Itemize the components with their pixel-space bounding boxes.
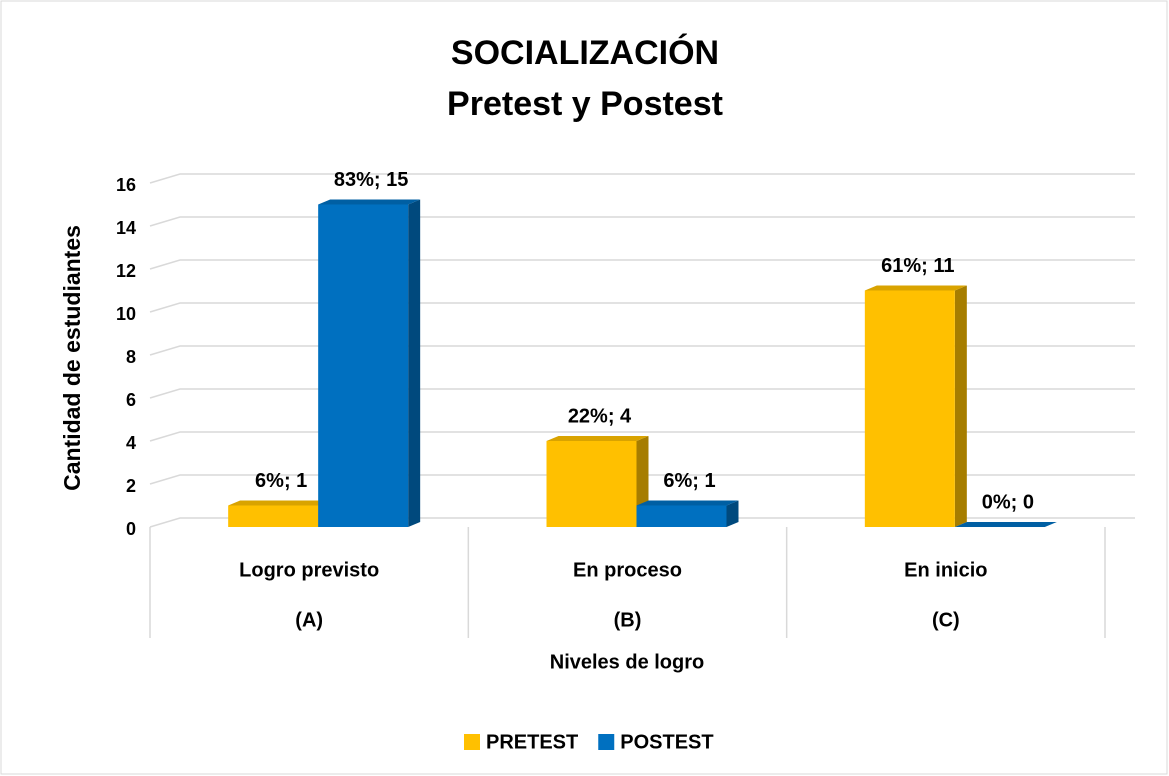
x-tick-label: En proceso [573, 559, 682, 581]
y-axis-label: Cantidad de estudiantes [59, 225, 85, 491]
x-tick-label: En inicio [904, 559, 987, 581]
legend-label: POSTEST [620, 731, 713, 753]
y-tick-label: 14 [116, 218, 136, 238]
y-tick-label: 0 [126, 519, 136, 539]
data-label: 0%; 0 [982, 491, 1034, 513]
grid-line [149, 302, 1135, 313]
x-tick-code: (A) [295, 609, 323, 631]
legend-swatch [598, 734, 615, 750]
bar-top [864, 285, 967, 291]
bar-top [318, 199, 421, 205]
bar [318, 199, 421, 527]
data-label: 22%; 4 [568, 405, 632, 427]
legend-swatch [464, 734, 480, 750]
bar-top [228, 500, 331, 506]
bar-top [546, 436, 649, 441]
x-tick-code: (C) [932, 609, 960, 631]
bar [228, 500, 331, 527]
bar-front [636, 505, 727, 527]
y-tick-label: 10 [116, 304, 136, 324]
y-tick-label: 2 [126, 476, 136, 496]
data-label: 83%; 15 [334, 169, 409, 191]
bar [546, 436, 649, 527]
y-tick-label: 4 [126, 433, 136, 453]
bar-side [408, 199, 421, 527]
bar-top [636, 500, 739, 506]
grid-line [149, 216, 1135, 227]
grid-line [149, 345, 1135, 356]
y-tick-label: 8 [126, 347, 136, 367]
data-label: 61%; 11 [881, 255, 954, 277]
bar [636, 500, 739, 527]
x-tick-label: Logro previsto [239, 559, 379, 581]
x-axis-label: Niveles de logro [550, 651, 705, 673]
bar-front [546, 441, 637, 527]
grid-line [149, 259, 1135, 270]
legend-label: PRETEST [486, 731, 578, 753]
bar [864, 285, 967, 527]
bar-side [726, 500, 739, 527]
x-tick-code: (B) [614, 609, 642, 631]
grid-line [149, 474, 1135, 485]
bar-top [954, 522, 1057, 527]
data-label: 6%; 1 [663, 470, 715, 492]
chart-title: SOCIALIZACIÓN [451, 34, 719, 72]
bar-side [954, 285, 967, 527]
chart-subtitle: Pretest y Postest [447, 85, 723, 123]
y-tick-label: 6 [126, 390, 136, 410]
data-label: 6%; 1 [255, 470, 307, 492]
grid-line [149, 431, 1135, 442]
grid-line [149, 517, 1135, 528]
y-tick-label: 12 [116, 261, 136, 281]
bar-front [318, 204, 409, 527]
grid-line [149, 388, 1135, 399]
bar-front [864, 290, 955, 527]
y-tick-label: 16 [116, 175, 136, 195]
grid-line [149, 173, 1135, 184]
bar-front [228, 505, 319, 527]
bar [954, 522, 1057, 528]
